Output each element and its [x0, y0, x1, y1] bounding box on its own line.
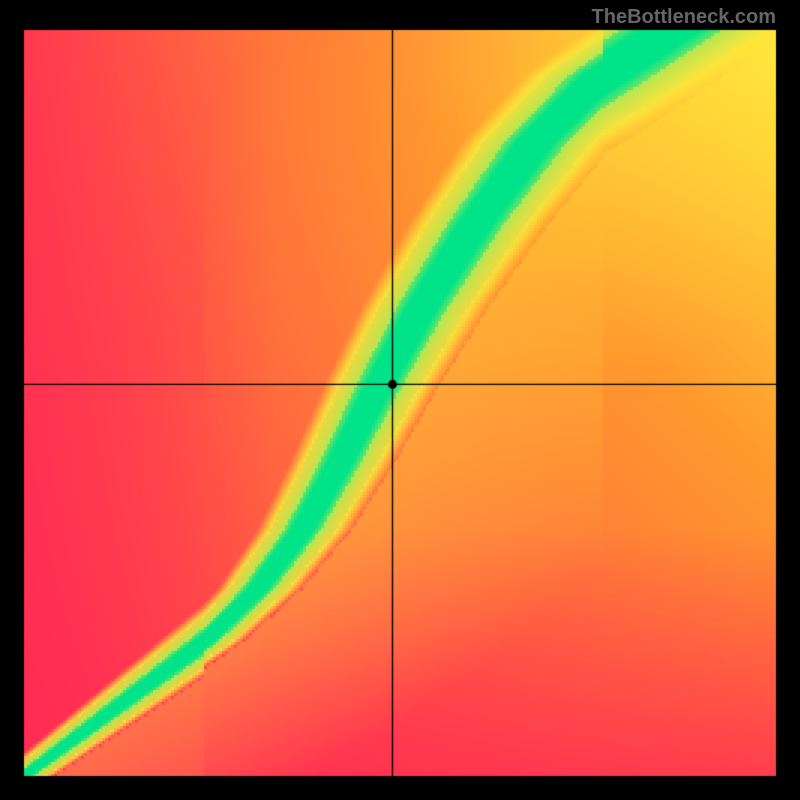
bottleneck-heatmap — [0, 0, 800, 800]
watermark-text: TheBottleneck.com — [592, 6, 776, 29]
chart-container: TheBottleneck.com — [0, 0, 800, 800]
